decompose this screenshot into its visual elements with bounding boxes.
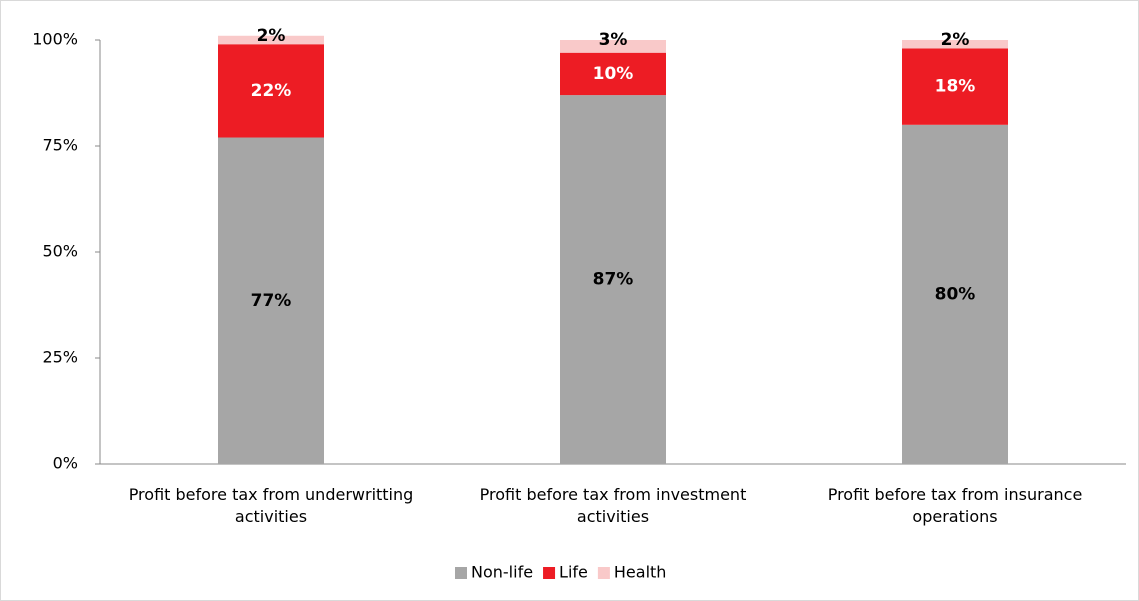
data-label: 22% <box>251 81 292 101</box>
bar-segment <box>218 137 324 464</box>
data-label: 2% <box>941 30 970 50</box>
bar-segment <box>218 35 324 45</box>
data-label: 77% <box>251 291 292 311</box>
legend-label: Life <box>559 563 588 582</box>
legend-swatch <box>543 567 556 579</box>
x-tick-label: Profit before tax from insurance operati… <box>827 485 1083 526</box>
bar-segment <box>902 124 1008 465</box>
bar-segment <box>560 40 666 53</box>
y-tick-label: 0% <box>53 454 78 473</box>
data-label: 10% <box>593 64 634 84</box>
y-tick-label: 100% <box>32 30 78 49</box>
data-label: 2% <box>257 26 286 46</box>
data-label: 80% <box>935 284 976 304</box>
y-tick-label: 50% <box>42 242 78 261</box>
bar-segment <box>560 52 666 96</box>
bar-segment <box>902 48 1008 125</box>
y-tick-label: 75% <box>42 136 78 155</box>
bar-segment <box>218 44 324 138</box>
bar-segment <box>560 95 666 465</box>
legend-swatch <box>597 567 610 579</box>
data-label: 18% <box>935 77 976 97</box>
data-label: 3% <box>599 30 628 50</box>
y-tick-label: 25% <box>42 348 78 367</box>
data-label: 87% <box>593 270 634 290</box>
legend-label: Health <box>614 563 667 582</box>
x-tick-label: Profit before tax from underwritting act… <box>128 485 414 526</box>
legend-swatch <box>455 567 467 579</box>
bar-segment <box>902 40 1008 49</box>
legend-label: Non-life <box>471 563 533 582</box>
x-tick-label: Profit before tax from investment activi… <box>479 485 747 526</box>
